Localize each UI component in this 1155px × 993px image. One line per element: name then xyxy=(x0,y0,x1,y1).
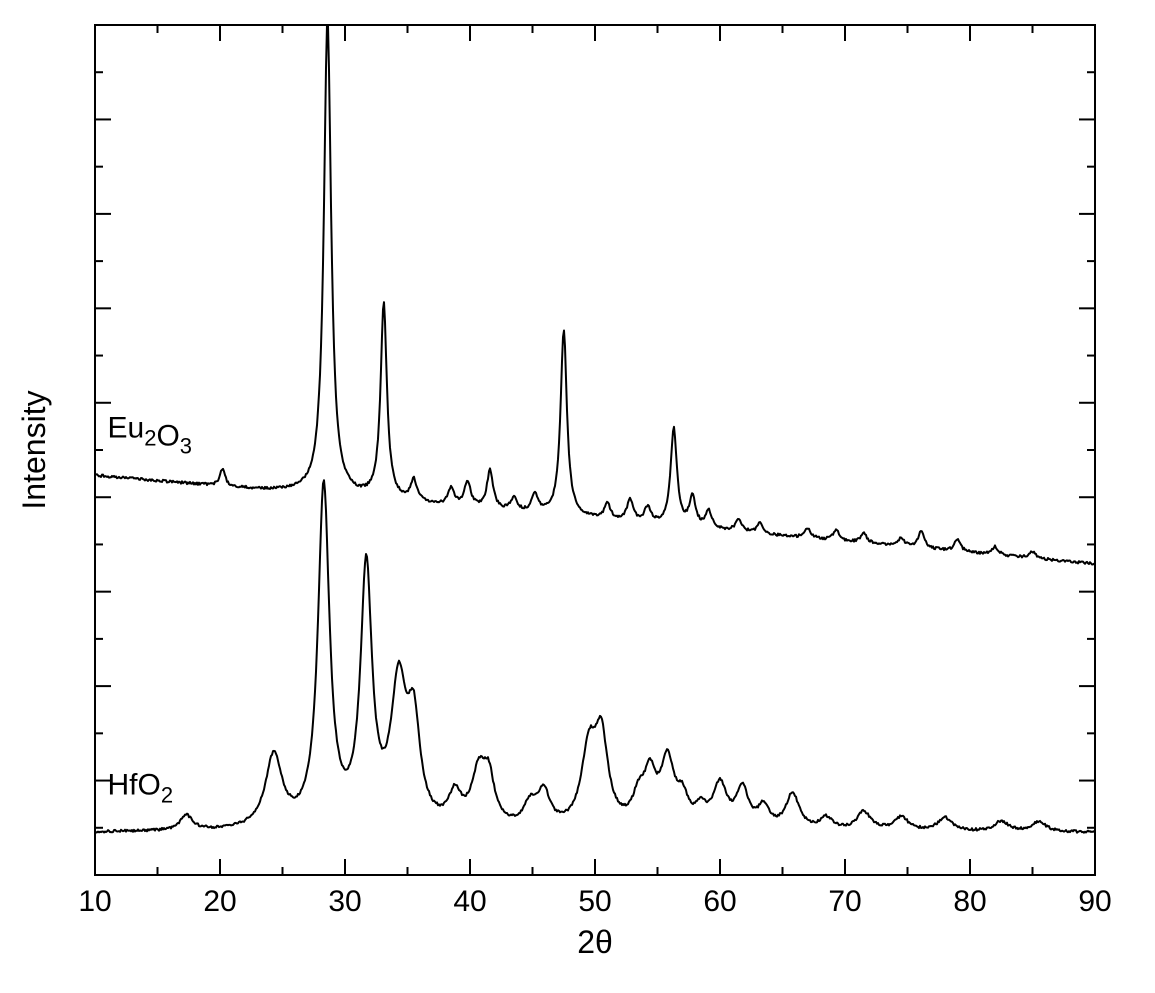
x-tick-label: 20 xyxy=(203,885,236,918)
x-tick-label: 60 xyxy=(703,885,736,918)
x-tick-label: 80 xyxy=(953,885,986,918)
y-axis-label: Intensity xyxy=(16,390,52,509)
x-axis-label: 2θ xyxy=(577,924,613,960)
x-tick-label: 40 xyxy=(453,885,486,918)
x-tick-label: 30 xyxy=(328,885,361,918)
xrd-chart: 1020304050607080902θIntensityEu2O3HfO2 xyxy=(0,0,1155,993)
x-tick-label: 90 xyxy=(1078,885,1111,918)
x-tick-label: 70 xyxy=(828,885,861,918)
chart-svg: 1020304050607080902θIntensityEu2O3HfO2 xyxy=(0,0,1155,993)
x-tick-label: 50 xyxy=(578,885,611,918)
x-tick-label: 10 xyxy=(78,885,111,918)
